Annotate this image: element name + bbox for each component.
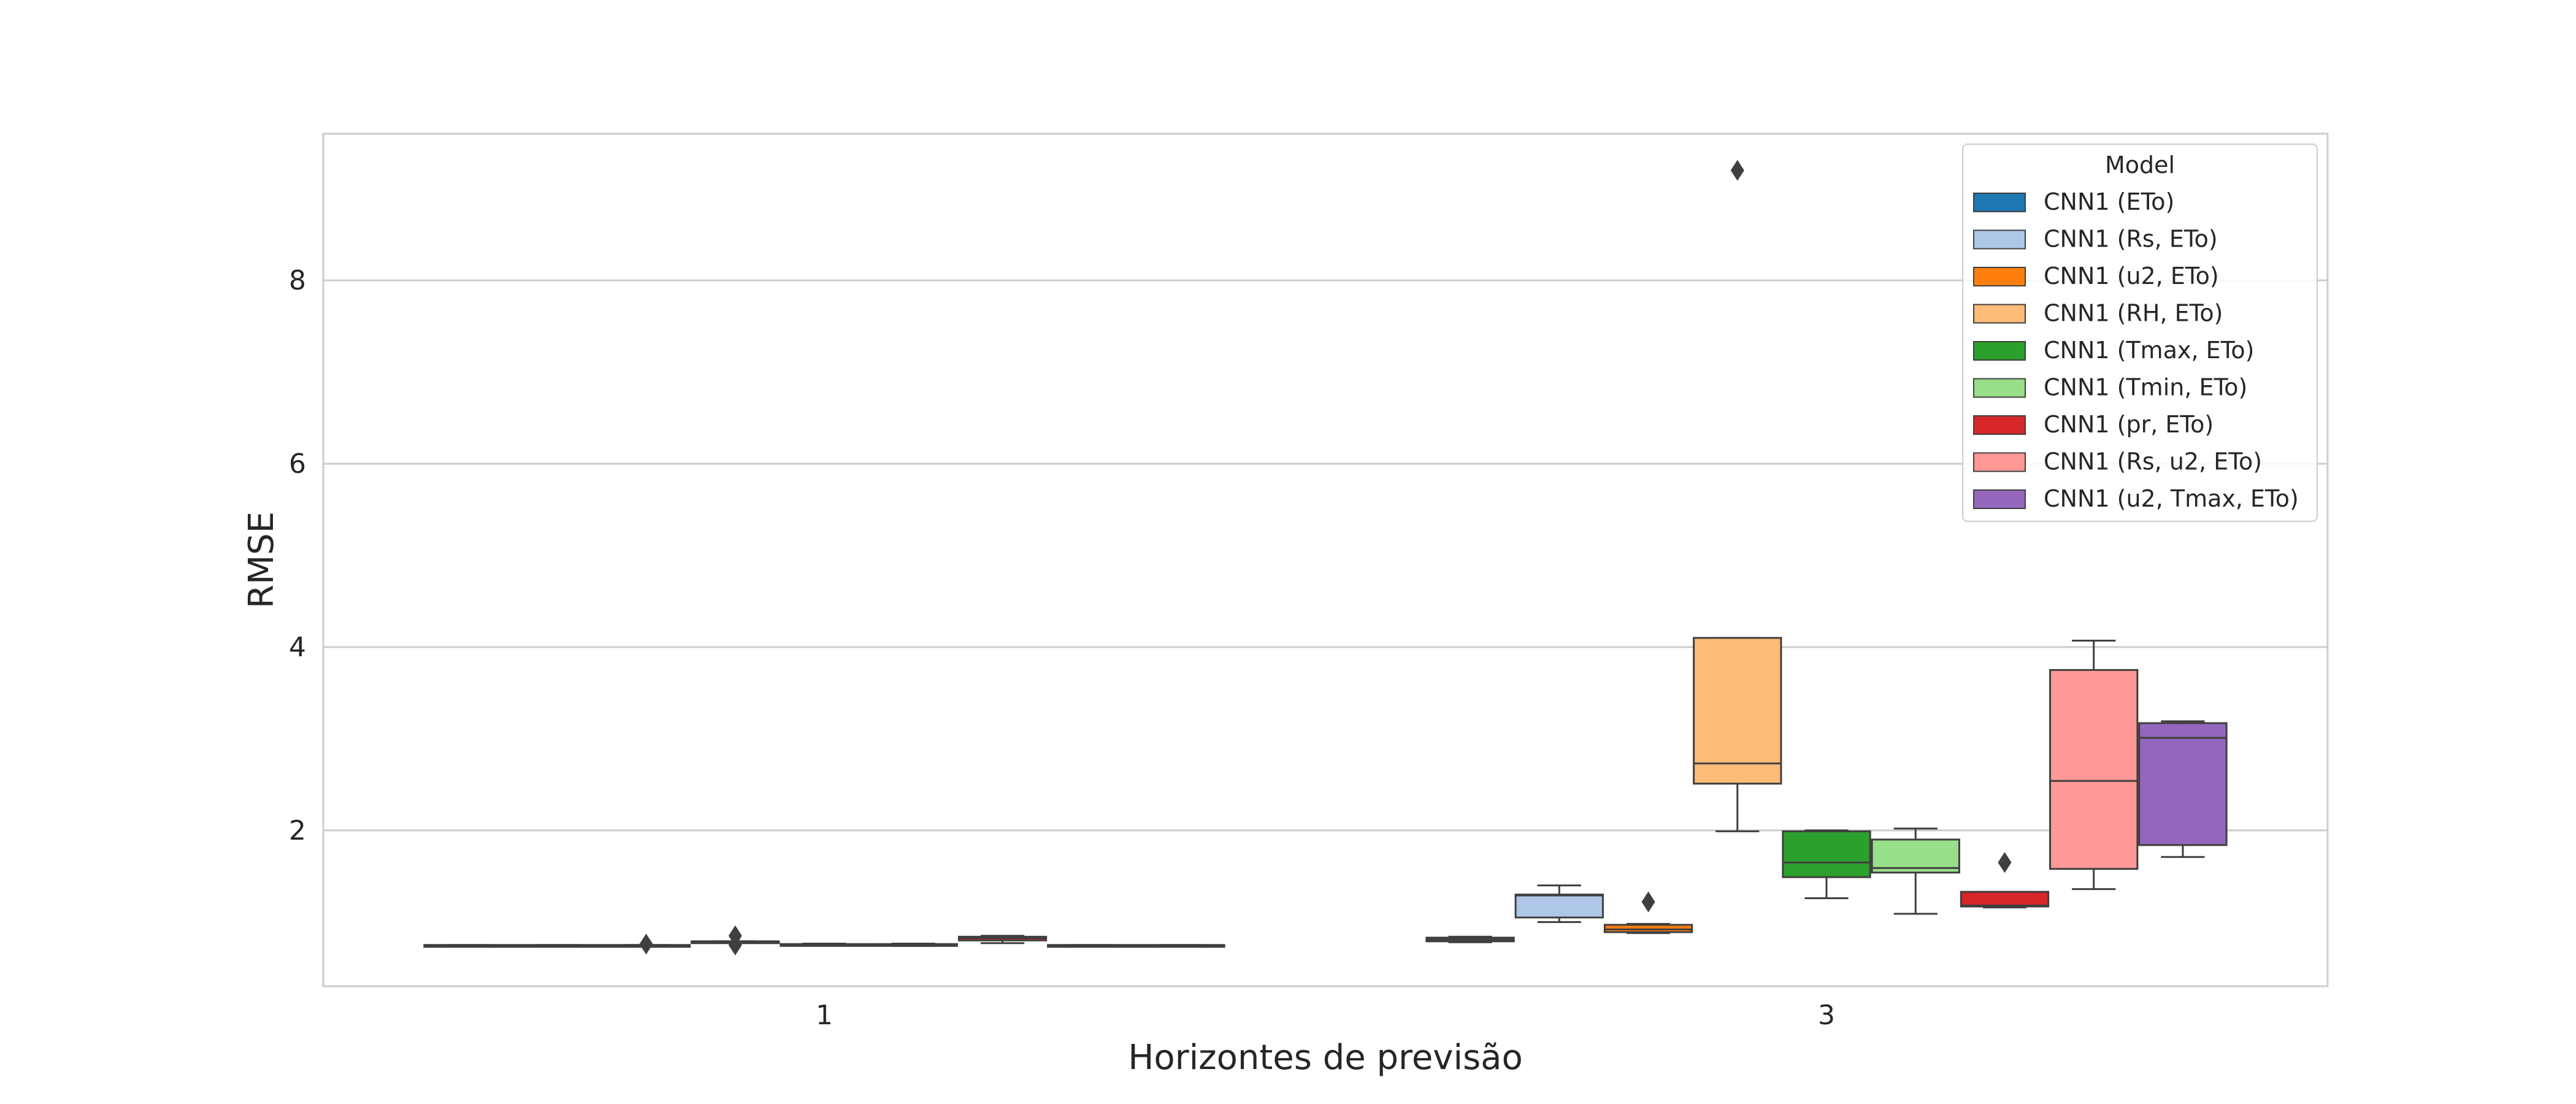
y-tick-label: 6 (289, 448, 306, 480)
box-CNN1 (Rs, u2, ETo) (2049, 640, 2139, 891)
outlier-point (1730, 159, 1744, 181)
box-CNN1 (ETo) (423, 944, 513, 948)
box-iqr (1693, 637, 1782, 785)
legend-swatch (1973, 193, 2026, 212)
legend-items: CNN1 (ETo) CNN1 (Rs, ETo) CNN1 (u2, ETo) CN… (1973, 188, 2299, 512)
legend-swatch (1973, 267, 2026, 286)
box-CNN1 (ETo) (1425, 935, 1515, 943)
box-CNN1 (u2, Tmax, ETo) (2138, 720, 2228, 858)
box-CNN1 (u2, ETo) (601, 933, 691, 955)
legend-swatch (1973, 489, 2026, 509)
y-tick-labels: 2 4 6 8 (289, 265, 306, 846)
legend-label: CNN1 (Tmax, ETo) (2044, 337, 2254, 364)
box-CNN1 (Tmin, ETo) (868, 943, 958, 947)
legend-label: CNN1 (pr, ETo) (2044, 411, 2214, 438)
box-CNN1 (Tmax, ETo) (1782, 829, 1871, 900)
y-axis-label: RMSE (242, 512, 282, 608)
legend-label: CNN1 (ETo) (2044, 188, 2174, 215)
x-axis-label: Horizontes de previsão (1128, 1038, 1523, 1078)
box-CNN1 (Rs, u2, ETo) (1047, 944, 1137, 948)
box-iqr (2138, 722, 2228, 846)
y-tick-label: 8 (289, 265, 306, 296)
legend-label: CNN1 (Rs, ETo) (2044, 226, 2218, 253)
legend: Model CNN1 (ETo) CNN1 (Rs, ETo) CNN1 (u2, … (1962, 144, 2318, 522)
box-iqr (1960, 891, 2050, 908)
legend-swatch (1973, 415, 2026, 435)
outlier-point (728, 925, 742, 946)
box-CNN1 (Tmin, ETo) (1871, 827, 1960, 915)
box-iqr (1514, 894, 1604, 919)
legend-label: CNN1 (u2, ETo) (2044, 263, 2219, 289)
legend-swatch (1973, 378, 2026, 398)
plot-area (322, 132, 2329, 987)
outlier-point (639, 933, 653, 955)
x-tick-label: 3 (1818, 1000, 1835, 1031)
box-series-group (423, 159, 2228, 956)
legend-label: CNN1 (u2, Tmax, ETo) (2044, 485, 2299, 512)
legend-label: CNN1 (RH, ETo) (2044, 300, 2223, 327)
box-CNN1 (u2, Tmax, ETo) (1136, 944, 1225, 948)
legend-frame (1962, 144, 2318, 522)
box-iqr (2049, 669, 2139, 870)
x-tick-label: 1 (816, 1000, 833, 1031)
legend-swatch (1973, 452, 2026, 472)
legend-label: CNN1 (Tmin, ETo) (2044, 374, 2247, 401)
box-CNN1 (RH, ETo) (1693, 159, 1782, 832)
legend-label: CNN1 (Rs, u2, ETo) (2044, 448, 2262, 475)
outlier-point (1641, 891, 1655, 913)
box-iqr (1782, 830, 1871, 878)
box-CNN1 (pr, ETo) (1960, 852, 2050, 908)
box-CNN1 (Rs, ETo) (512, 944, 602, 948)
legend-swatch (1973, 341, 2026, 361)
box-CNN1 (u2, ETo) (1603, 891, 1693, 934)
box-CNN1 (Tmax, ETo) (780, 943, 869, 947)
legend-title: Model (2105, 151, 2175, 178)
outlier-point (1998, 852, 2012, 873)
box-CNN1 (pr, ETo) (957, 935, 1048, 945)
legend-swatch (1973, 304, 2026, 324)
legend-swatch (1973, 229, 2026, 250)
box-CNN1 (Rs, ETo) (1514, 884, 1604, 923)
y-tick-label: 4 (289, 632, 306, 663)
y-tick-label: 2 (289, 815, 306, 846)
box-CNN1 (RH, ETo) (691, 925, 780, 956)
